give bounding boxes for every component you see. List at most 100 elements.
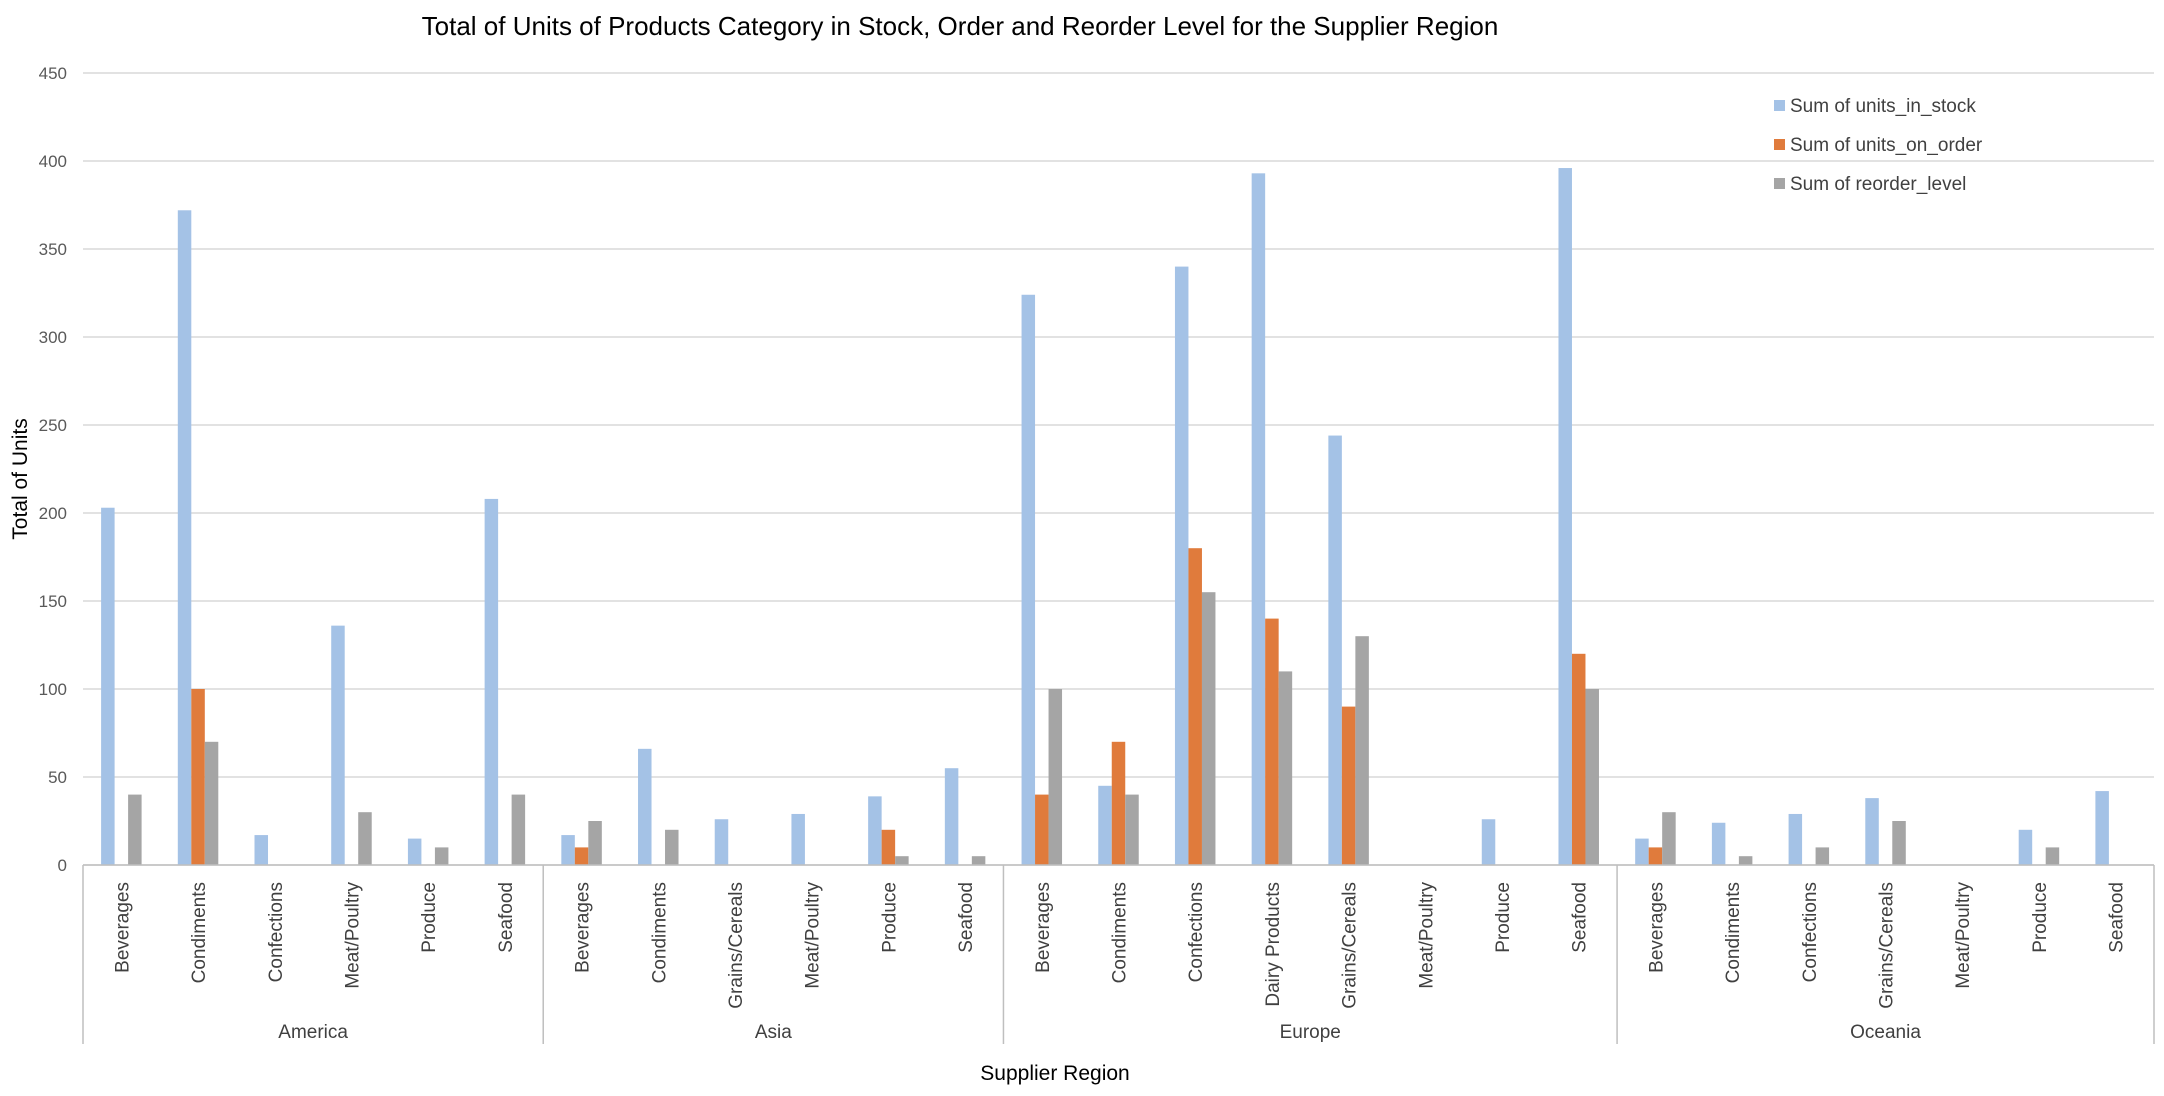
x-axis: Beverages Condiments Confections Meat/Poult… [82,864,2155,1044]
y-tick-label: 250 [39,416,67,435]
bar-reorder-level [665,829,679,865]
bar-units-on-order [574,847,589,865]
bar-units-in-stock [484,498,499,865]
bar-units-in-stock [638,748,652,865]
bar-reorder-level [1278,671,1293,865]
bar-units-on-order [1571,653,1586,865]
x-axis-title: Supplier Region [980,1062,1129,1085]
bar-units-in-stock [791,813,805,865]
bar-reorder-level [1585,689,1599,865]
bar-units-in-stock [1481,819,1496,865]
bar-units-in-stock [868,796,882,865]
x-category-label: Produce [419,882,440,953]
bar-units-on-order [1035,794,1049,865]
bar-units-in-stock [1865,798,1879,865]
bar-units-in-stock [177,210,192,865]
bar-units-in-stock [1711,822,1726,865]
bar-units-in-stock [254,835,269,865]
x-category-label: Meat/Poultry [803,882,824,989]
y-tick-label: 200 [39,504,67,523]
x-group-label: Asia [755,1022,792,1043]
bar-units-on-order [1648,847,1663,865]
y-tick-label: 300 [39,328,67,347]
x-category-label: Seafood [2107,882,2128,953]
x-category-label: Condiments [1110,882,1131,983]
bar-reorder-level [128,794,142,865]
legend: Sum of units_in_stock Sum of units_on_ord… [1774,96,1983,195]
x-category-label: Meat/Poultry [342,882,363,989]
legend-swatch [1774,100,1785,111]
x-category-label: Confections [1186,882,1207,982]
y-tick-label: 150 [39,592,67,611]
y-tick-label: 50 [48,768,67,787]
y-tick-label: 400 [39,152,67,171]
x-group-label: Europe [1280,1022,1341,1043]
x-category-label: Confections [1800,882,1821,982]
bar-reorder-level [1201,592,1216,865]
bar-reorder-level [358,812,372,865]
x-category-label: Grains/Cereals [1877,882,1898,1009]
x-category-label: Condiments [1723,882,1744,983]
bar-reorder-level [2045,847,2060,865]
x-category-label: Meat/Poultry [1953,882,1974,989]
legend-label: Sum of units_in_stock [1790,96,1976,117]
y-tick-label: 100 [39,680,67,699]
bar-units-in-stock [2018,829,2033,865]
x-category-label: Condiments [189,882,210,983]
bar-units-in-stock [561,835,575,865]
legend-swatch [1774,178,1785,189]
x-category-label: Meat/Poultry [1416,882,1437,989]
x-category-label: Seafood [956,882,977,953]
bar-units-in-stock [1558,168,1572,866]
bar-units-on-order [1188,548,1202,865]
bar-reorder-level [588,821,602,865]
legend-label: Sum of reorder_level [1790,174,1966,195]
bar-reorder-level [434,847,449,865]
x-category-label: Grains/Cereals [1340,882,1361,1009]
bar-units-in-stock [1635,838,1649,865]
x-category-label: Beverages [573,882,594,973]
bar-reorder-level [971,856,986,865]
x-category-label: Beverages [1646,882,1667,973]
bar-units-in-stock [1174,266,1189,866]
bar-units-on-order [1341,706,1356,865]
bar-reorder-level [1892,821,1906,865]
x-category-label: Beverages [112,882,133,973]
bars [101,168,2109,866]
bar-reorder-level [204,741,219,865]
chart-title: Total of Units of Products Category in S… [422,11,1499,41]
x-category-label: Produce [2030,882,2051,953]
x-group-label: America [278,1022,348,1043]
bar-units-in-stock [944,768,959,865]
bar-units-on-order [1265,618,1279,865]
bar-units-in-stock [1788,813,1803,865]
legend-swatch [1774,139,1785,150]
bar-units-in-stock [2095,791,2109,865]
y-tick-label: 350 [39,240,67,259]
x-category-label: Seafood [1570,882,1591,953]
y-axis-ticks: 0 50 100 150 200 250 300 350 400 450 [39,64,67,875]
bar-units-in-stock [101,507,115,865]
bar-reorder-level [511,794,526,865]
x-category-label: Seafood [496,882,517,953]
bar-units-in-stock [407,838,422,865]
x-group-label: Oceania [1850,1022,1921,1043]
x-category-label: Beverages [1033,882,1054,973]
gridlines [83,72,2154,866]
bar-units-in-stock [331,625,345,865]
bar-reorder-level [1738,856,1753,865]
x-category-label: Produce [879,882,900,953]
bar-reorder-level [1048,689,1063,865]
x-category-label: Produce [1493,882,1514,953]
bar-units-in-stock [714,819,729,865]
bar-reorder-level [1355,636,1369,865]
bar-reorder-level [1125,794,1139,865]
bar-units-on-order [1111,741,1126,865]
bar-reorder-level [1815,847,1830,865]
bar-units-in-stock [1098,785,1112,865]
y-axis-title: Total of Units [9,418,32,539]
y-tick-label: 450 [39,64,67,83]
x-category-label: Dairy Products [1263,882,1284,1007]
